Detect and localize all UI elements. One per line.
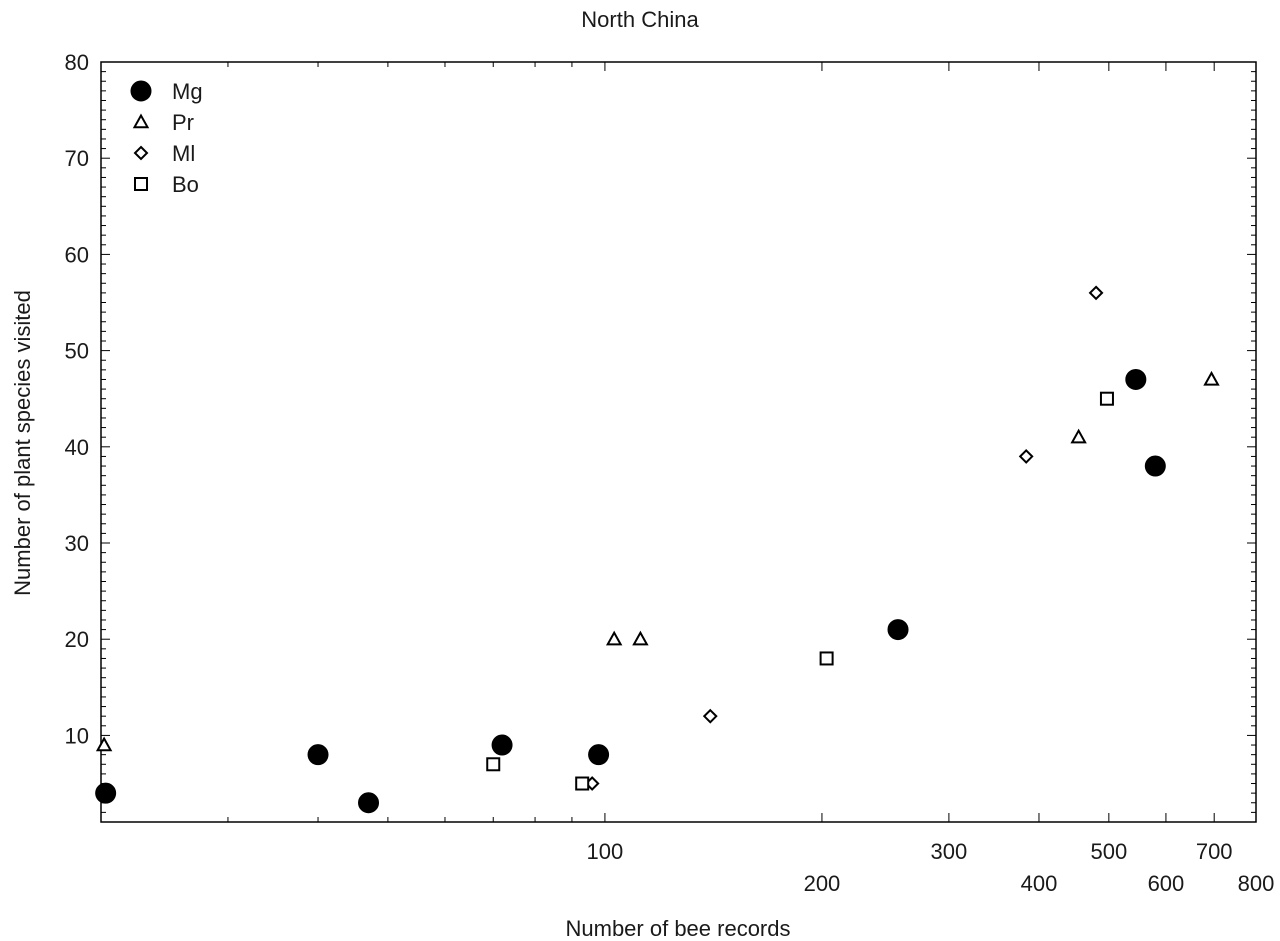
point-bo <box>134 177 148 191</box>
point-ml <box>702 708 718 724</box>
x-tick-label: 600 <box>1148 871 1185 896</box>
legend-label: Bo <box>172 172 199 197</box>
legend-label: Mg <box>172 79 203 104</box>
chart-title: North China <box>581 7 699 32</box>
point-ml <box>1018 449 1034 464</box>
point-mg <box>588 744 610 766</box>
y-tick-label: 50 <box>65 339 89 364</box>
point-pr <box>605 630 623 646</box>
x-tick-label: 200 <box>804 871 841 896</box>
point-pr <box>632 630 649 646</box>
legend-label: Pr <box>172 110 194 135</box>
y-tick-label: 70 <box>65 146 89 171</box>
y-tick-label: 30 <box>65 531 89 556</box>
y-axis-label: Number of plant species visited <box>10 290 35 596</box>
point-bo <box>575 776 590 791</box>
point-ml <box>1088 285 1104 301</box>
x-tick-label: 300 <box>931 839 968 864</box>
x-axis-label: Number of bee records <box>566 916 791 941</box>
y-tick-label: 10 <box>65 723 89 748</box>
legend-label: Ml <box>172 141 195 166</box>
x-tick-label: 700 <box>1196 839 1233 864</box>
x-tick-label: 100 <box>587 839 624 864</box>
point-mg <box>887 619 909 641</box>
point-mg <box>1144 455 1166 477</box>
data-points <box>95 285 1220 814</box>
point-bo <box>486 757 501 772</box>
point-ml <box>133 145 149 161</box>
y-tick-label: 60 <box>65 242 89 267</box>
y-tick-label: 80 <box>65 50 89 75</box>
point-pr <box>132 113 150 129</box>
point-bo <box>1099 391 1114 406</box>
point-mg <box>95 782 117 804</box>
point-bo <box>819 651 834 666</box>
legend: Mg Pr Ml Bo <box>130 79 203 197</box>
x-tick-label: 400 <box>1021 871 1058 896</box>
point-mg <box>491 734 513 756</box>
point-pr <box>95 736 113 752</box>
point-mg <box>307 744 329 766</box>
x-tick-label: 500 <box>1090 839 1127 864</box>
plot-frame <box>100 61 1257 823</box>
point-mg <box>130 80 152 102</box>
point-mg <box>1125 368 1147 390</box>
y-tick-label: 20 <box>65 627 89 652</box>
y-tick-label: 40 <box>65 435 89 460</box>
point-pr <box>1070 428 1087 444</box>
point-pr <box>1203 370 1220 386</box>
point-mg <box>358 792 380 814</box>
x-tick-label: 800 <box>1238 871 1275 896</box>
